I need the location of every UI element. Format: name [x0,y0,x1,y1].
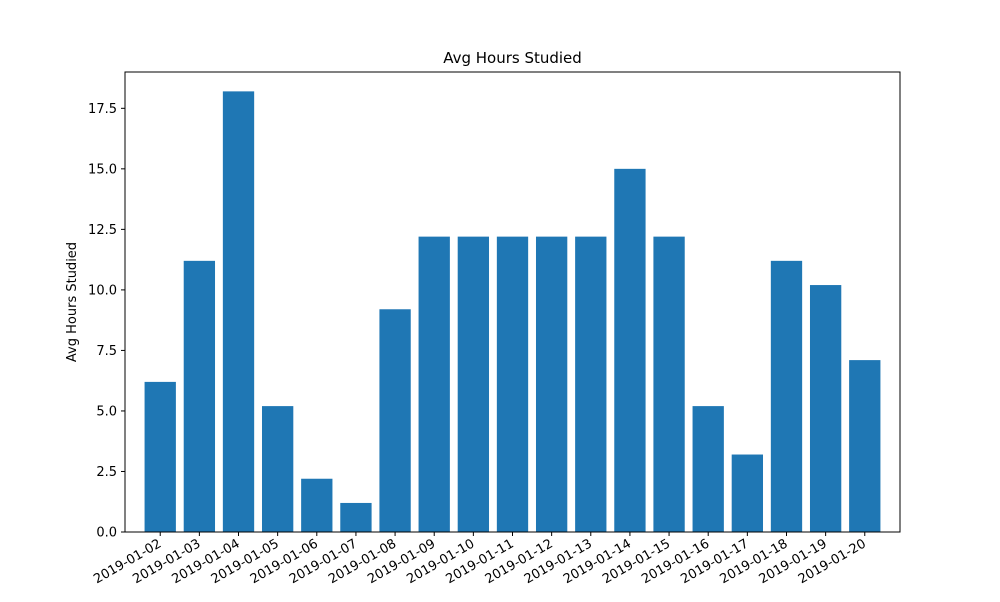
bar-2019-01-08 [379,309,411,532]
bars-layer [144,91,881,533]
y-axis-label: Avg Hours Studied [65,242,80,362]
bar-2019-01-12 [535,236,568,532]
bar-2019-01-13 [575,236,607,532]
bar-2019-01-17 [731,454,764,532]
bar-2019-01-20 [849,360,881,532]
y-tick-label: 15.0 [88,162,117,177]
bar-2019-01-04 [222,91,255,533]
bar-2019-01-05 [261,406,294,532]
y-tick-label: 0.0 [96,526,117,541]
bar-2019-01-16 [692,406,724,532]
bar-2019-01-14 [614,168,646,532]
bar-2019-01-11 [496,236,529,532]
plot-frame [124,71,901,533]
bar-2019-01-07 [340,502,372,532]
bar-2019-01-06 [301,478,333,532]
chart-title: Avg Hours Studied [443,49,582,67]
y-tick-label: 7.5 [96,344,117,359]
bar-2019-01-18 [770,260,803,532]
y-tick-label: 12.5 [88,223,117,238]
y-tick-label: 5.0 [96,404,117,419]
bar-2019-01-03 [183,260,216,532]
bar-2019-01-09 [418,236,450,532]
bar-2019-01-10 [457,236,490,532]
bar-2019-01-02 [144,381,176,532]
y-tick-label: 10.0 [88,283,117,298]
y-axis: 0.0 2.5 5.0 7.5 10.0 12.5 15.0 17.5 [88,102,125,541]
y-tick-label: 2.5 [96,465,117,480]
bar-2019-01-19 [809,285,842,532]
y-tick-label: 17.5 [88,102,117,117]
bar-2019-01-15 [653,236,685,532]
